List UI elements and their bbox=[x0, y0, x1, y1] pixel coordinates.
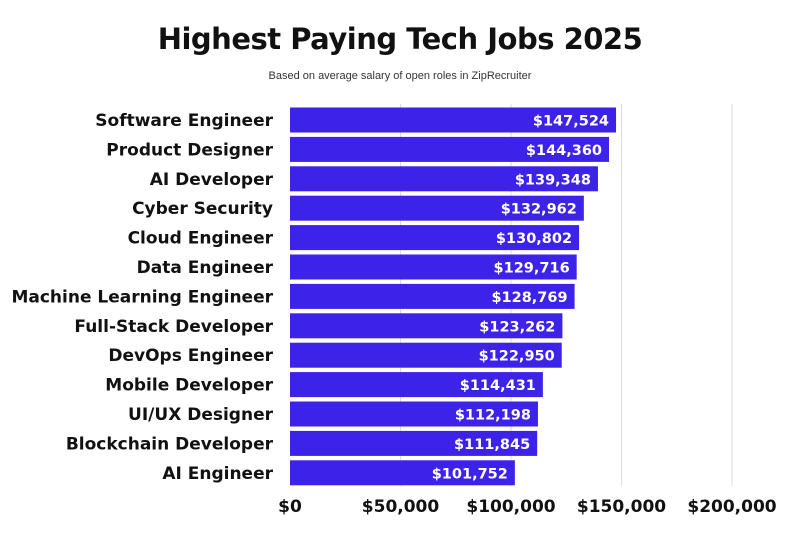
value-label: $147,524 bbox=[533, 114, 609, 130]
value-label: $130,802 bbox=[496, 231, 572, 247]
bar bbox=[290, 372, 543, 398]
bar bbox=[290, 136, 610, 162]
bar bbox=[290, 283, 575, 309]
chart-subtitle: Based on average salary of open roles in… bbox=[268, 70, 532, 82]
bar bbox=[290, 225, 580, 251]
value-label: $128,769 bbox=[491, 290, 567, 306]
bar bbox=[290, 430, 538, 456]
value-label: $122,950 bbox=[479, 349, 555, 365]
x-tick-label: $100,000 bbox=[466, 497, 555, 517]
category-label: Full-Stack Developer bbox=[74, 317, 273, 337]
x-tick-label: $0 bbox=[278, 497, 302, 517]
chart-title: Highest Paying Tech Jobs 2025 bbox=[157, 22, 643, 56]
value-label: $129,716 bbox=[494, 261, 570, 277]
category-label: UI/UX Designer bbox=[128, 405, 274, 425]
bar bbox=[290, 313, 563, 339]
category-label: Product Designer bbox=[106, 140, 273, 160]
bar bbox=[290, 166, 598, 192]
bar bbox=[290, 342, 562, 368]
category-label: DevOps Engineer bbox=[108, 346, 273, 366]
bar bbox=[290, 254, 577, 280]
category-label: Machine Learning Engineer bbox=[11, 287, 273, 307]
x-tick-label: $150,000 bbox=[577, 497, 666, 517]
value-label: $144,360 bbox=[526, 143, 602, 159]
category-label: Cloud Engineer bbox=[128, 229, 274, 249]
value-label: $139,348 bbox=[515, 172, 591, 188]
category-label: Software Engineer bbox=[95, 111, 273, 131]
bar bbox=[290, 107, 617, 133]
value-label: $101,752 bbox=[432, 466, 508, 482]
value-label: $111,845 bbox=[454, 437, 530, 453]
category-label: Blockchain Developer bbox=[66, 434, 274, 454]
value-label: $114,431 bbox=[460, 378, 536, 394]
value-label: $112,198 bbox=[455, 408, 531, 424]
value-label: $132,962 bbox=[501, 202, 577, 218]
category-label: Mobile Developer bbox=[105, 376, 273, 396]
category-label: Cyber Security bbox=[132, 199, 273, 219]
category-label: AI Engineer bbox=[162, 464, 273, 484]
bar bbox=[290, 460, 515, 486]
bar bbox=[290, 195, 584, 221]
x-tick-label: $200,000 bbox=[687, 497, 776, 517]
category-label: Data Engineer bbox=[137, 258, 274, 278]
value-label: $123,262 bbox=[479, 319, 555, 335]
bar bbox=[290, 401, 538, 427]
x-tick-label: $50,000 bbox=[362, 497, 440, 517]
category-label: AI Developer bbox=[150, 170, 274, 190]
